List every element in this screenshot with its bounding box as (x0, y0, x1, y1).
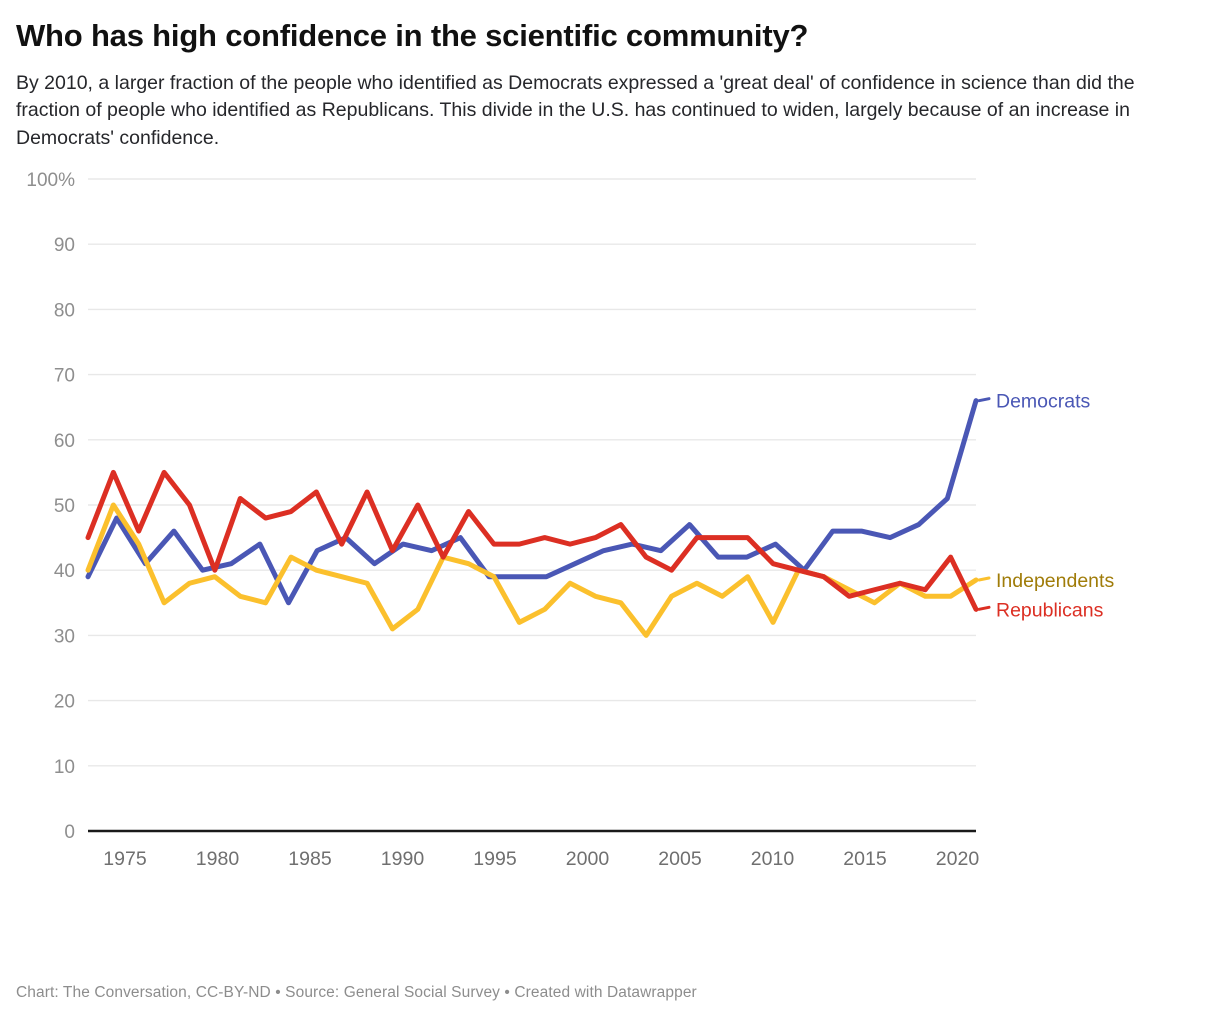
y-axis-tick-label: 40 (54, 561, 75, 582)
series-label-leader-independents (977, 576, 991, 582)
series-label-independents: Independents (996, 570, 1114, 592)
series-label-republicans: Republicans (996, 599, 1104, 621)
y-axis-tick-label: 60 (54, 431, 75, 452)
chart-description: By 2010, a larger fraction of the people… (16, 71, 1135, 150)
x-axis-tick-label: 2015 (843, 848, 887, 867)
series-label-democrats: Democrats (996, 390, 1091, 412)
y-axis-tick-label: 100% (26, 170, 75, 191)
x-axis-tick-label: 1995 (473, 848, 517, 867)
x-axis-tick-label: 2000 (566, 848, 610, 867)
y-axis-tick-label: 80 (54, 300, 75, 321)
y-axis-tick-label: 90 (54, 235, 75, 256)
y-axis-tick-label: 20 (54, 691, 75, 712)
series-line-democrats[interactable] (85, 397, 979, 606)
y-axis-tick-label: 0 (64, 822, 75, 843)
x-axis-tick-label: 2020 (936, 848, 980, 867)
y-axis-tick-label: 10 (54, 757, 75, 778)
x-axis-tick-label: 1990 (381, 848, 425, 867)
x-axis-tick-label: 1975 (103, 848, 147, 867)
x-axis-tick-label: 1980 (196, 848, 240, 867)
page-title: Who has high confidence in the scientifi… (16, 18, 809, 53)
x-axis-tick-label: 1985 (288, 848, 332, 867)
y-axis-tick-label: 30 (54, 626, 75, 647)
chart-credit: Chart: The Conversation, CC-BY-ND • Sour… (16, 984, 697, 1001)
y-axis-tick-label: 70 (54, 365, 75, 386)
line-chart: 0 10 20 30 40 50 60 70 80 90 100% 1975 1980 1985 1990 1… (26, 170, 1114, 867)
series-label-leader-republicans (977, 605, 991, 611)
series-line-republicans[interactable] (85, 469, 979, 612)
chart-plot-area: 0 10 20 30 40 50 60 70 80 90 100% 1975 1980 1985 1990 1… (16, 167, 1204, 877)
x-axis-tick-label: 2010 (751, 848, 795, 867)
series-label-leader-democrats (977, 396, 991, 402)
x-axis-tick-label: 2005 (658, 848, 702, 867)
y-axis-tick-label: 50 (54, 496, 75, 517)
